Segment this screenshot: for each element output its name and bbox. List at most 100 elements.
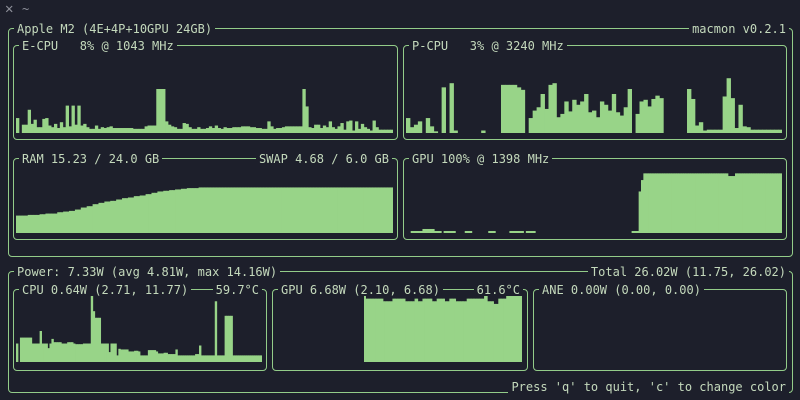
history-bar [45, 343, 48, 362]
history-bar [141, 128, 145, 133]
close-icon[interactable]: ✕ [5, 1, 14, 17]
history-bar [51, 127, 55, 133]
history-bar [770, 173, 773, 233]
history-bar [264, 128, 268, 133]
history-bar [192, 188, 197, 233]
history-bar [263, 187, 267, 233]
history-bar [760, 173, 764, 233]
history-bar [210, 187, 214, 233]
history-bar [136, 350, 139, 362]
history-bar [142, 195, 146, 233]
history-bar [414, 298, 417, 362]
history-bar [520, 296, 522, 362]
history-bar [130, 351, 133, 362]
history-bar [444, 301, 447, 362]
history-bar [218, 355, 222, 362]
history-bar [144, 126, 148, 133]
history-bar [185, 355, 188, 362]
history-bar [33, 214, 38, 233]
history-bar [774, 129, 779, 133]
gpu-chart-svg [410, 173, 782, 233]
history-bar [77, 105, 81, 133]
history-bar [255, 128, 259, 133]
gpu-power-chart-svg [364, 296, 522, 362]
history-bar [420, 301, 423, 362]
history-bar [39, 330, 42, 362]
history-bar [666, 173, 670, 233]
history-bar [699, 173, 703, 233]
history-bar [319, 187, 323, 233]
history-bar [273, 128, 277, 133]
history-bar [469, 298, 472, 362]
history-bar [248, 355, 251, 362]
history-bar [86, 127, 90, 133]
history-bar [512, 296, 515, 362]
history-bar [492, 230, 496, 233]
history-bar [31, 343, 35, 362]
history-bar [413, 124, 419, 133]
history-bar [405, 301, 408, 362]
history-bar [200, 355, 204, 362]
history-bar [615, 112, 621, 133]
history-bar [501, 298, 504, 362]
history-bar [124, 198, 129, 233]
history-bar [77, 209, 82, 233]
history-bar [772, 173, 776, 233]
history-bar [159, 353, 163, 362]
history-bar [460, 301, 463, 362]
history-bar [213, 187, 217, 233]
history-bar [536, 107, 541, 133]
history-bar [281, 127, 286, 133]
history-bar [469, 230, 473, 233]
history-bar [149, 350, 153, 362]
history-bar [651, 98, 656, 133]
history-bar [206, 355, 210, 362]
history-bar [53, 342, 56, 362]
history-bar [106, 343, 109, 362]
history-bar [151, 350, 155, 362]
history-bar [160, 191, 164, 233]
history-bar [438, 298, 441, 362]
history-bar [544, 108, 549, 133]
history-bar [749, 173, 752, 233]
history-bar [435, 301, 438, 362]
history-bar [540, 93, 545, 133]
history-bar [95, 204, 99, 233]
history-bar [145, 355, 149, 362]
history-bar [106, 127, 110, 133]
history-bar [143, 355, 147, 362]
history-bar [439, 298, 442, 362]
history-bar [453, 130, 458, 133]
history-bar [226, 315, 229, 362]
memory-panel [13, 158, 398, 240]
history-bar [214, 301, 218, 362]
history-bar [30, 123, 34, 133]
history-bar [191, 355, 194, 362]
history-bar [394, 298, 396, 362]
history-bar [638, 191, 642, 233]
history-bar [766, 129, 771, 133]
history-bar [222, 355, 226, 362]
history-bar [138, 351, 141, 362]
history-bar [662, 173, 665, 233]
history-bar [560, 113, 565, 133]
history-bar [62, 127, 67, 133]
history-bar [446, 301, 449, 362]
history-bar [241, 126, 245, 133]
history-bar [127, 128, 131, 133]
history-bar [710, 129, 716, 133]
history-bar [159, 89, 163, 133]
history-bar [645, 173, 649, 233]
history-bar [166, 190, 170, 233]
history-bar [128, 351, 131, 362]
history-bar [481, 130, 486, 133]
history-bar [316, 187, 320, 233]
history-bar [355, 121, 359, 133]
history-bar [56, 128, 61, 133]
history-bar [293, 126, 297, 133]
history-bar [51, 213, 55, 233]
history-bar [308, 127, 312, 133]
history-bar [102, 343, 105, 362]
history-bar [183, 188, 188, 233]
history-bar [254, 187, 258, 233]
